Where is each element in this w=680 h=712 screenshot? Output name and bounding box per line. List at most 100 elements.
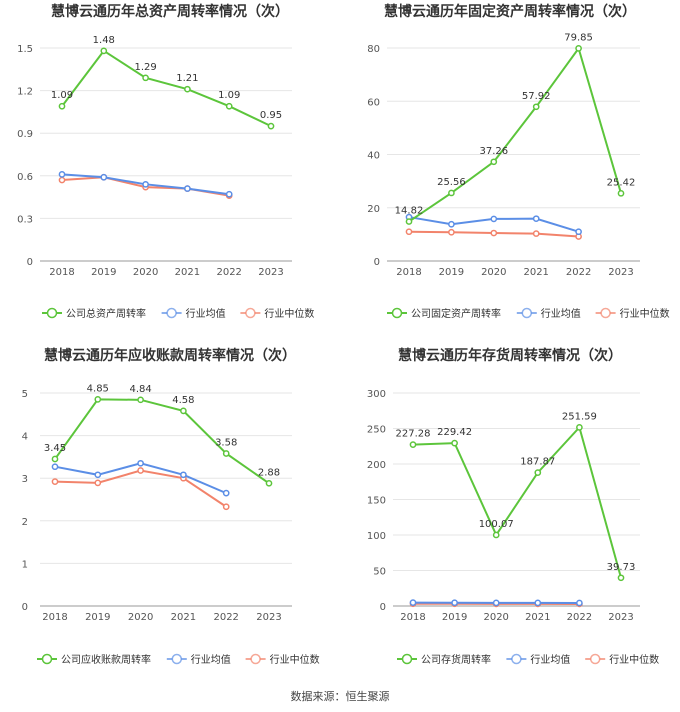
- series-point-1: [137, 396, 144, 404]
- y-tick-label: 1.5: [17, 44, 33, 55]
- x-tick-label: 2018: [400, 612, 425, 623]
- x-tick-label: 2018: [396, 267, 421, 278]
- series-point-1: [617, 189, 625, 197]
- data-label: 227.28: [396, 429, 431, 440]
- series-point-2: [51, 463, 59, 471]
- x-tick-label: 2022: [213, 612, 238, 623]
- series-point-1: [492, 531, 500, 539]
- legend-label: 行业均值: [186, 307, 226, 320]
- x-tick-label: 2019: [439, 267, 464, 278]
- x-tick-label: 2021: [523, 267, 548, 278]
- data-label: 39.73: [607, 562, 636, 573]
- legend-label: 行业中位数: [609, 653, 659, 666]
- x-tick-label: 2020: [128, 612, 153, 623]
- chart-title: 慧博云通历年总资产周转率情况（次）: [51, 3, 289, 20]
- series-line-1: [412, 425, 622, 579]
- series-point-1: [100, 47, 108, 55]
- legend-item-3: 行业中位数: [245, 653, 320, 666]
- series-point-2: [490, 215, 498, 223]
- x-tick-label: 2020: [483, 612, 508, 623]
- x-tick-label: 2021: [171, 612, 196, 623]
- x-tick-label: 2022: [567, 612, 592, 623]
- legend-item-2: 行业均值: [166, 653, 231, 666]
- legend-label: 行业中位数: [270, 653, 320, 666]
- series-point-3: [51, 478, 59, 485]
- y-tick-label: 20: [367, 204, 380, 215]
- y-tick-label: 60: [367, 97, 380, 108]
- chart-title: 慧博云通历年应收账款周转率情况（次）: [44, 347, 296, 364]
- legend-label: 行业中位数: [264, 307, 314, 320]
- series-point-1: [405, 218, 413, 225]
- y-tick-label: 80: [367, 44, 380, 55]
- series-point-2: [225, 190, 233, 198]
- x-tick-label: 2020: [481, 267, 506, 278]
- data-label: 3.45: [44, 443, 66, 454]
- series-point-1: [225, 102, 233, 110]
- chart-panel-1: 慧博云通历年总资产周转率情况（次） 0 0.3 0.6 0.9 1.2 1.5 2018 201…: [17, 3, 314, 320]
- y-tick-label: 0.9: [17, 129, 33, 140]
- legend-swatch-marker: [171, 653, 183, 665]
- y-tick-label: 300: [367, 389, 386, 400]
- y-tick-label: 1: [22, 559, 28, 570]
- series-point-2: [409, 599, 417, 606]
- series-point-1: [617, 574, 625, 582]
- y-tick-label: 250: [367, 425, 386, 436]
- legend-label: 行业中位数: [620, 307, 670, 320]
- series-point-2: [184, 185, 191, 192]
- x-tick-label: 2019: [85, 612, 110, 623]
- legend-label: 公司固定资产周转率: [411, 307, 501, 320]
- legend-label: 行业均值: [530, 653, 570, 666]
- legend-item-1: 公司存货周转率: [397, 653, 491, 666]
- data-label: 1.21: [176, 73, 198, 84]
- legend-swatch-marker: [166, 307, 177, 319]
- series-point-2: [576, 599, 583, 607]
- series-point-2: [58, 171, 66, 178]
- data-label: 2.88: [258, 467, 280, 478]
- y-tick-label: 5: [22, 389, 28, 400]
- legend-swatch-marker: [250, 653, 261, 665]
- series-point-2: [222, 489, 230, 497]
- data-label: 57.92: [522, 91, 551, 102]
- chart-panel-4: 慧博云通历年存货周转率情况（次） 0 50 100 150 200 250 300 2018 20…: [367, 347, 659, 666]
- x-tick-label: 2020: [133, 267, 158, 278]
- data-label: 14.82: [395, 206, 424, 217]
- series-point-1: [576, 424, 583, 431]
- series-point-1: [180, 407, 187, 415]
- legend-item-3: 行业中位数: [595, 307, 670, 320]
- legend-swatch-marker: [391, 307, 403, 319]
- series-point-3: [94, 479, 102, 487]
- x-tick-label: 2023: [608, 267, 633, 278]
- series-line-1: [408, 46, 622, 223]
- series-point-1: [534, 469, 542, 476]
- y-tick-label: 150: [367, 496, 386, 507]
- series-point-1: [51, 455, 59, 463]
- x-tick-label: 2022: [216, 267, 241, 278]
- legend-swatch-marker: [401, 653, 413, 665]
- x-tick-label: 2018: [42, 612, 67, 623]
- series-point-3: [448, 228, 455, 236]
- data-label: 1.09: [51, 90, 73, 101]
- data-label: 0.95: [260, 110, 282, 121]
- legend-item-2: 行业均值: [161, 307, 226, 320]
- chart-title: 慧博云通历年固定资产周转率情况（次）: [384, 3, 636, 20]
- legend-item-1: 公司应收账款周转率: [37, 653, 151, 666]
- data-label: 229.42: [437, 427, 472, 438]
- series-point-2: [534, 599, 542, 607]
- data-label: 25.56: [437, 177, 466, 188]
- series-point-2: [575, 228, 582, 236]
- series-point-3: [405, 228, 413, 236]
- series-point-2: [180, 471, 187, 479]
- series-point-3: [490, 229, 498, 237]
- y-tick-label: 200: [367, 460, 386, 471]
- legend-label: 公司应收账款周转率: [61, 653, 151, 666]
- y-tick-label: 40: [367, 151, 380, 162]
- legend-label: 行业均值: [191, 653, 231, 666]
- legend-item-2: 行业均值: [506, 653, 570, 666]
- data-label: 1.29: [134, 62, 156, 73]
- x-tick-label: 2019: [442, 612, 467, 623]
- y-tick-label: 1.2: [17, 87, 33, 98]
- y-tick-label: 0: [380, 602, 386, 613]
- legend-item-3: 行业中位数: [240, 307, 314, 320]
- series-point-1: [409, 441, 417, 448]
